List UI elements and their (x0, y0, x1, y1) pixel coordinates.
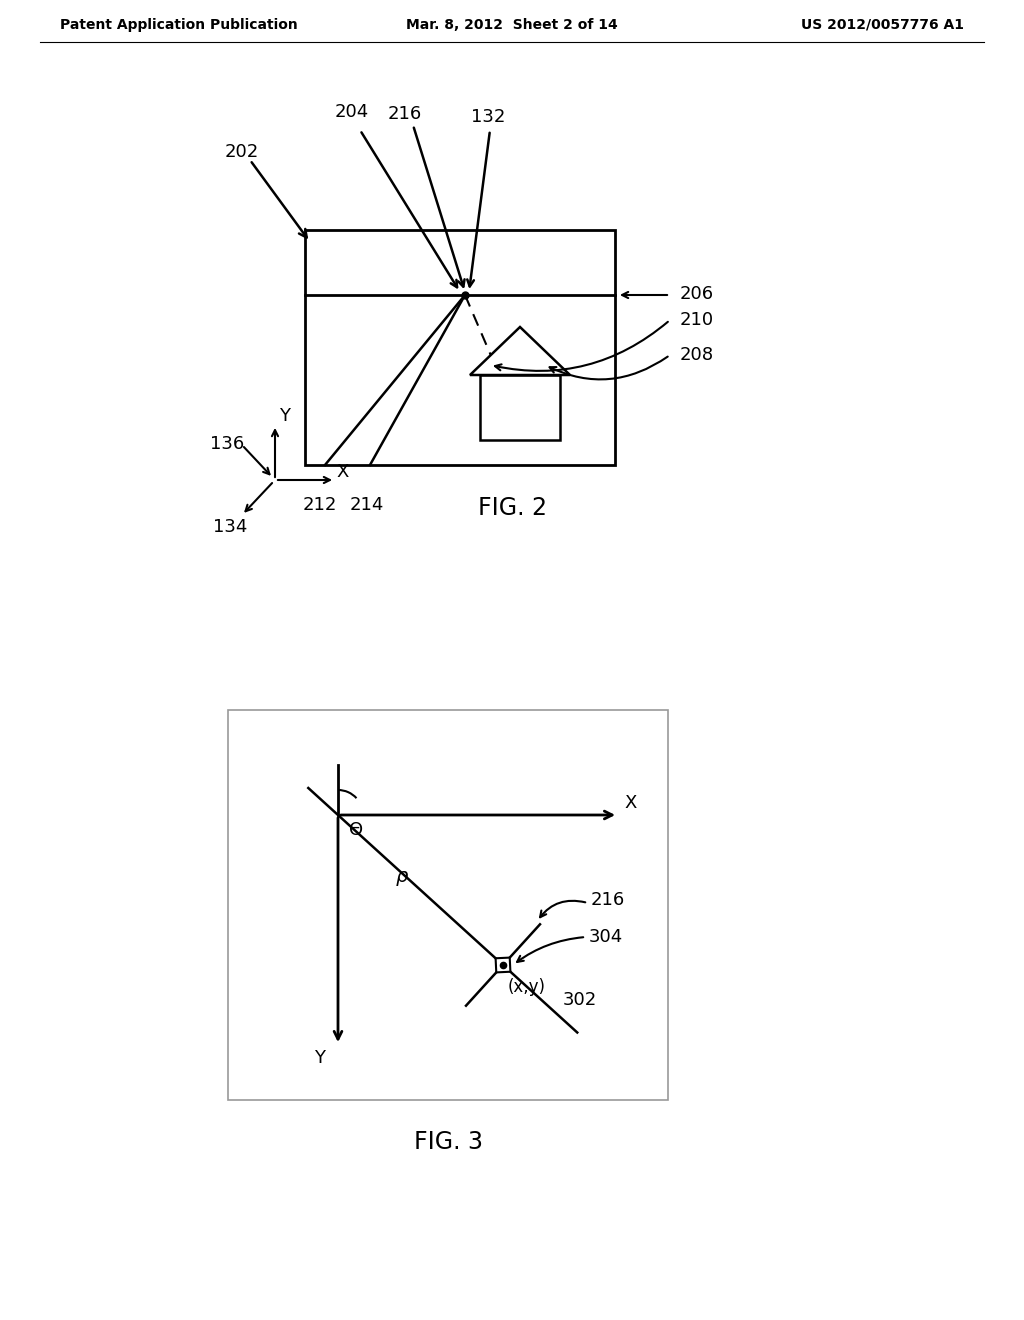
Text: 216: 216 (388, 106, 422, 123)
Text: X: X (337, 463, 349, 480)
Text: FIG. 2: FIG. 2 (477, 496, 547, 520)
Bar (228, 710, 668, 1100)
Text: 134: 134 (213, 517, 247, 536)
Text: $\rho$: $\rho$ (395, 869, 410, 887)
Text: Y: Y (314, 1049, 326, 1067)
Text: 214: 214 (350, 496, 384, 513)
Text: Mar. 8, 2012  Sheet 2 of 14: Mar. 8, 2012 Sheet 2 of 14 (407, 18, 617, 32)
Text: 206: 206 (680, 285, 714, 304)
Text: 132: 132 (471, 108, 505, 125)
Text: US 2012/0057776 A1: US 2012/0057776 A1 (801, 18, 964, 32)
Polygon shape (496, 957, 510, 973)
Text: 216: 216 (591, 891, 626, 909)
Polygon shape (470, 327, 570, 375)
Text: 136: 136 (210, 436, 244, 453)
Text: FIG. 3: FIG. 3 (414, 1130, 482, 1154)
Text: 304: 304 (589, 928, 624, 946)
Text: 204: 204 (335, 103, 369, 121)
Text: 208: 208 (680, 346, 714, 364)
Text: $\Theta$: $\Theta$ (348, 821, 364, 840)
Text: (x,y): (x,y) (508, 978, 546, 997)
Text: 210: 210 (680, 312, 714, 329)
Text: Patent Application Publication: Patent Application Publication (60, 18, 298, 32)
Text: X: X (625, 795, 637, 812)
Text: Y: Y (280, 407, 291, 425)
Bar (480, 375, 560, 440)
Text: 302: 302 (563, 991, 597, 1008)
Text: 212: 212 (303, 496, 337, 513)
Bar (305, 230, 615, 465)
Text: 202: 202 (225, 143, 259, 161)
